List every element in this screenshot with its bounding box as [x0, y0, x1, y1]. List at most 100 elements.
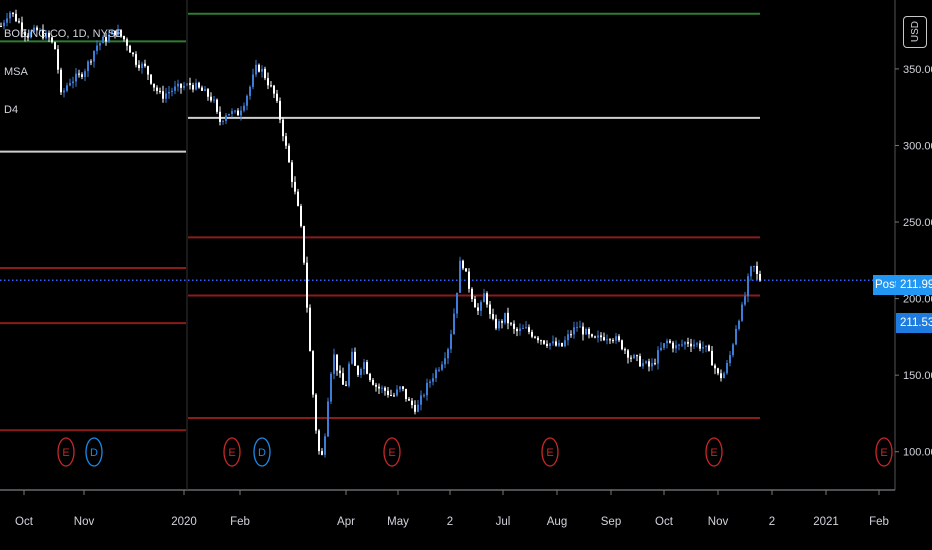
candle-body — [222, 120, 224, 122]
support-resistance-levels — [0, 0, 760, 432]
candle-body — [24, 31, 26, 36]
candle-body — [372, 379, 374, 385]
candle-body — [132, 52, 134, 55]
candle-body — [498, 321, 500, 329]
candle-body — [282, 119, 284, 137]
candle-body — [288, 145, 290, 163]
candle-body — [738, 320, 740, 329]
candle-body — [702, 347, 704, 349]
candle-body — [153, 83, 155, 88]
candle-body — [93, 50, 95, 62]
indicator-d4-label[interactable]: D4 — [4, 104, 19, 116]
candle-body — [639, 356, 641, 367]
candle-body — [33, 27, 35, 32]
candle-body — [114, 30, 116, 36]
candle-body — [270, 85, 272, 87]
candle-body — [492, 314, 494, 319]
candle-body — [573, 327, 575, 335]
candle-body — [258, 64, 260, 72]
candle-body — [462, 260, 464, 269]
candle-body — [57, 49, 59, 70]
x-tick-label: Feb — [230, 516, 250, 528]
candle-body — [294, 181, 296, 192]
x-tick-label: Jul — [496, 516, 511, 528]
candle-body — [444, 358, 446, 365]
candle-body — [438, 369, 440, 371]
candle-body — [684, 342, 686, 345]
candle-body — [375, 384, 377, 387]
candle-body — [501, 321, 503, 323]
candle-body — [207, 89, 209, 97]
candle-body — [336, 354, 338, 371]
candle-body — [120, 29, 122, 37]
candle-body — [603, 337, 605, 341]
candle-body — [48, 32, 50, 38]
currency-label: USD — [909, 21, 921, 43]
candle-body — [489, 304, 491, 315]
candle-body — [477, 307, 479, 311]
candle-body — [708, 345, 710, 351]
candle-body — [180, 83, 182, 88]
candle-body — [237, 110, 239, 116]
earnings-marker — [223, 437, 241, 467]
candle-body — [486, 293, 488, 305]
candle-body — [30, 31, 32, 38]
candle-body — [675, 345, 677, 349]
candle-body — [597, 335, 599, 338]
candle-body — [252, 74, 254, 87]
candle-body — [717, 368, 719, 374]
candle-body — [234, 110, 236, 112]
candle-body — [213, 99, 215, 101]
candle-body — [363, 362, 365, 370]
candle-body — [387, 390, 389, 396]
candle-body — [27, 35, 29, 38]
post-market-tag: Post — [873, 275, 898, 295]
candle-body — [630, 357, 632, 359]
candle-body — [657, 350, 659, 364]
candle-body — [543, 340, 545, 344]
candle-body — [243, 105, 245, 111]
candle-body — [522, 328, 524, 330]
candle-body — [51, 37, 53, 43]
candle-body — [195, 82, 197, 90]
candle-body — [672, 342, 674, 349]
candle-body — [588, 328, 590, 335]
candle-body — [351, 351, 353, 364]
candle-body — [174, 86, 176, 91]
candle-body — [555, 341, 557, 346]
candle-body — [552, 341, 554, 344]
candle-body — [369, 373, 371, 380]
price-axis[interactable]: 350.00 300.00 250.00 200.00 150.00 100.00 — [895, 64, 932, 459]
candle-body — [36, 27, 38, 31]
candle-body — [732, 344, 734, 356]
indicator-msa-label[interactable]: MSA — [4, 66, 28, 78]
candle-body — [300, 205, 302, 227]
event-label: E — [546, 447, 553, 459]
candle-body — [513, 323, 515, 329]
candle-body — [720, 373, 722, 379]
candle-body — [549, 343, 551, 346]
x-tick-label: Aug — [547, 516, 567, 528]
candle-body — [402, 386, 404, 389]
candle-body — [333, 354, 335, 374]
candle-body — [291, 162, 293, 182]
y-tick-label: 100.00 — [903, 447, 932, 459]
candle-body — [117, 29, 119, 36]
candle-body — [321, 451, 323, 455]
candle-body — [525, 327, 527, 329]
candle-body — [381, 387, 383, 389]
earnings-marker — [875, 437, 893, 467]
candle-body — [741, 304, 743, 321]
candle-body — [21, 22, 23, 32]
candle-body — [240, 110, 242, 116]
post-price-value: 211.99 — [900, 279, 932, 291]
candle-body — [255, 64, 257, 75]
candle-body — [330, 373, 332, 402]
candle-body — [87, 61, 89, 72]
y-tick-label: 250.00 — [903, 217, 932, 229]
time-axis[interactable]: Oct Nov 2020 Feb Apr May 2 Jul Aug Sep Oct Nov 2 2021… — [15, 490, 889, 528]
y-tick-label: 300.00 — [903, 140, 932, 152]
currency-button[interactable]: USD — [903, 16, 927, 48]
